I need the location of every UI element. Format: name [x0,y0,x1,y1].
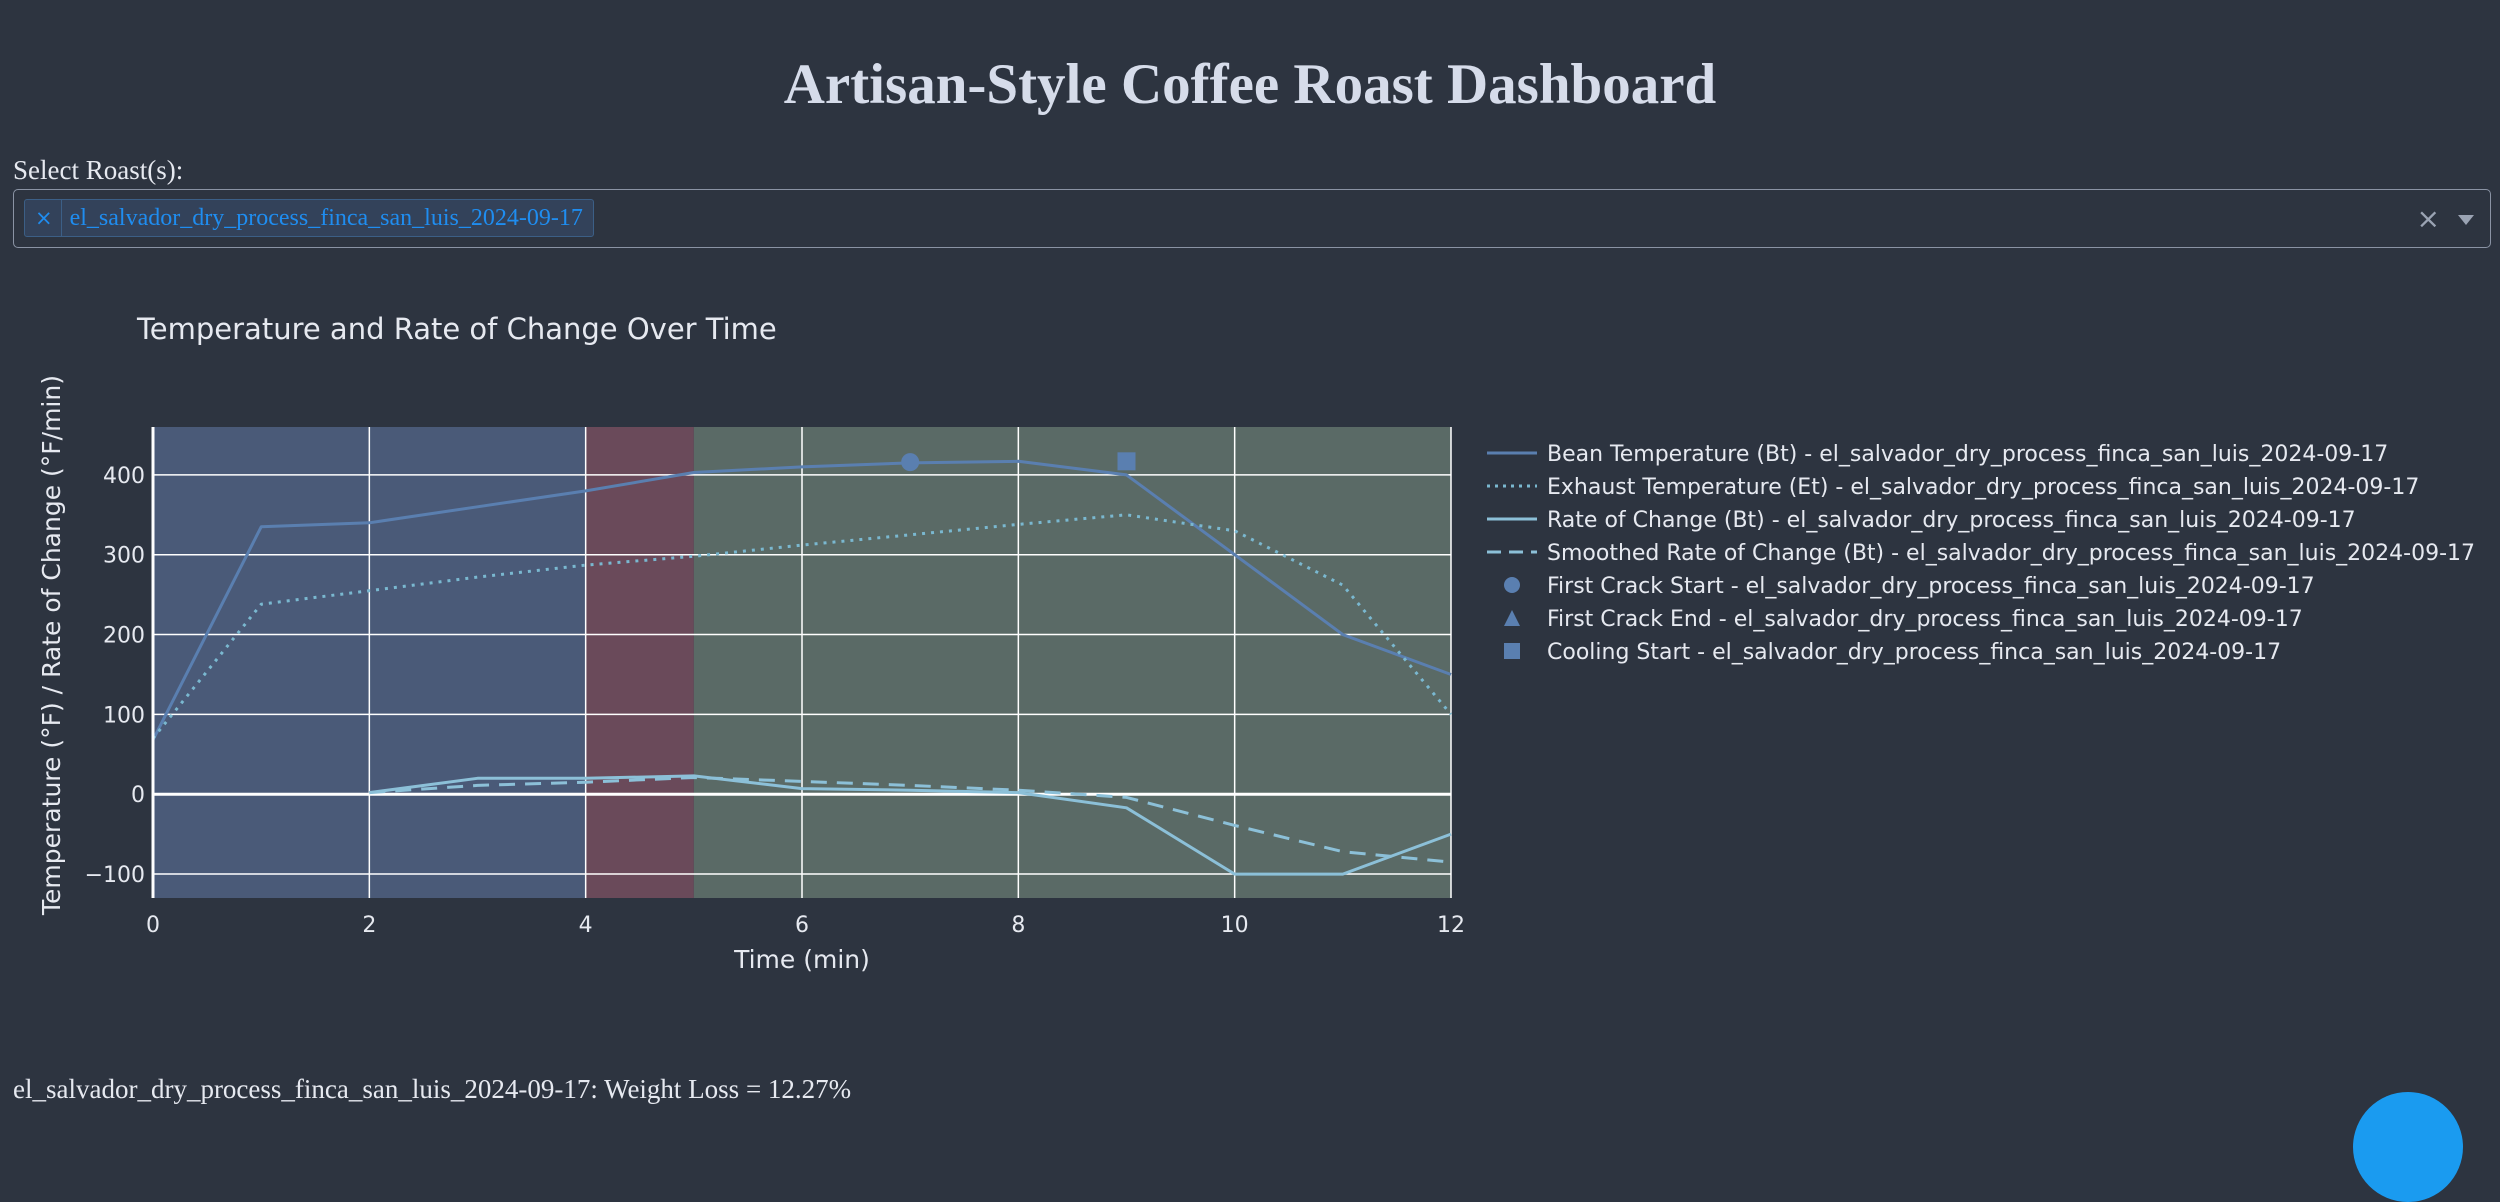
legend-marker-entry-2: Cooling Start - el_salvador_dry_process_… [1547,640,2281,665]
event-marker-2 [1117,452,1136,471]
event-marker-0 [901,453,920,472]
clear-selection-icon[interactable]: × [2416,202,2440,235]
chart-title: Temperature and Rate of Change Over Time [136,312,777,346]
x-tick-label: 12 [1437,913,1465,938]
series-line-1 [151,513,1453,740]
floating-action-button[interactable] [2353,1092,2463,1202]
y-axis-label: Temperature (°F) / Rate of Change (°F/mi… [37,375,66,916]
x-tick-label: 2 [362,913,376,938]
x-tick-label: 4 [579,913,593,938]
legend-symbol-0 [1504,577,1520,593]
selected-roast-tag: × el_salvador_dry_process_finca_san_luis… [24,199,594,237]
weight-loss-summary: el_salvador_dry_process_finca_san_luis_2… [13,1074,852,1104]
phase-band-2 [693,427,1451,898]
y-tick-label: 300 [103,544,145,569]
roast-multiselect[interactable]: × el_salvador_dry_process_finca_san_luis… [13,189,2491,248]
legend-marker-entry-1: First Crack End - el_salvador_dry_proces… [1547,607,2303,632]
legend-symbol-2 [1504,643,1520,659]
y-tick-label: 200 [103,624,145,649]
y-tick-label: 100 [103,703,145,728]
legend-entry-2: Rate of Change (Bt) - el_salvador_dry_pr… [1547,508,2356,533]
x-tick-label: 0 [146,913,160,938]
legend-entry-1: Exhaust Temperature (Et) - el_salvador_d… [1547,475,2419,500]
x-tick-label: 6 [795,913,809,938]
series-line-0 [151,459,1452,741]
x-axis-label: Time (min) [733,945,870,974]
legend-marker-entry-0: First Crack Start - el_salvador_dry_proc… [1547,574,2315,599]
y-tick-label: 0 [131,783,145,808]
phase-band-1 [585,427,694,898]
legend-entry-0: Bean Temperature (Bt) - el_salvador_dry_… [1547,442,2388,467]
chevron-down-icon[interactable] [2458,215,2474,225]
series-line-2 [369,774,1452,876]
y-tick-label: −100 [85,863,145,888]
remove-roast-icon[interactable]: × [25,200,62,236]
x-tick-label: 10 [1221,913,1249,938]
legend-symbol-1 [1504,610,1520,626]
selected-roast-label: el_salvador_dry_process_finca_san_luis_2… [69,204,583,231]
page-title: Artisan-Style Coffee Roast Dashboard [783,53,1717,116]
legend-entry-3: Smoothed Rate of Change (Bt) - el_salvad… [1547,541,2475,566]
select-roast-label: Select Roast(s): [13,155,184,185]
y-tick-label: 400 [103,464,145,489]
x-tick-label: 8 [1011,913,1025,938]
